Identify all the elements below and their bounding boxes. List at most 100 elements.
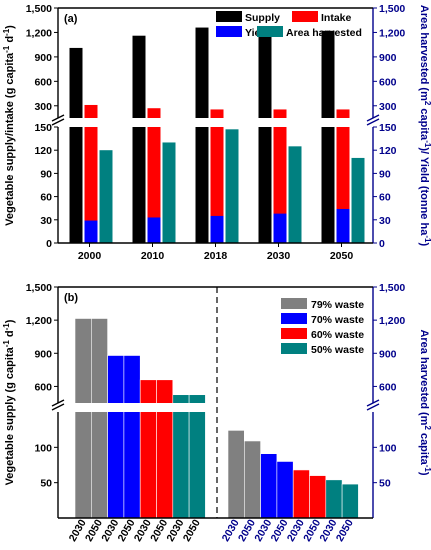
legend-swatch: [281, 328, 307, 339]
y-tick-label-left: 900: [34, 52, 52, 64]
legend-label: Area harvested: [286, 27, 362, 39]
bar-intake-2018: [210, 109, 224, 243]
axis-break-mark: [366, 403, 380, 411]
y-axis-title-right: Area harvested (m2 capita-1)/ Yield (ton…: [418, 5, 431, 247]
axis-break-mark: [366, 114, 380, 122]
legend-label: 50% waste: [311, 344, 364, 356]
bar-yield-2030: [273, 213, 287, 243]
y-tick-label-right: 100: [379, 442, 397, 454]
bar-area-2018: [225, 129, 239, 243]
legend-label: 60% waste: [311, 329, 364, 341]
bar-intake-2000: [84, 104, 98, 244]
y-tick-label-right: 0: [379, 238, 385, 250]
bar-supply-2050: [321, 30, 335, 243]
legend-swatch: [257, 26, 283, 37]
bar-area-2030: [227, 430, 245, 519]
bar-yield-2018: [210, 215, 224, 243]
y-tick-label-left: 90: [40, 168, 52, 180]
legend-label: Intake: [321, 12, 352, 24]
y-tick-label-right: 120: [379, 145, 397, 157]
y-tick-label-right: 1,500: [379, 282, 405, 294]
y-tick-label-right: 1,200: [379, 27, 405, 39]
panel-label: (a): [64, 13, 78, 25]
y-tick-label-left: 1,500: [26, 282, 52, 294]
y-tick-label-right: 1,500: [379, 3, 405, 15]
legend-swatch: [216, 26, 242, 37]
bar-area-2030: [288, 146, 302, 243]
legend-swatch: [281, 298, 307, 309]
y-tick-label-right: 1,200: [379, 315, 405, 327]
y-tick-label-left: 30: [40, 215, 52, 227]
y-axis-title-right: Area harvested (m2 capita-1): [418, 329, 431, 475]
axis-break-gap: [50, 403, 381, 412]
bar-supply-2010: [132, 35, 146, 243]
legend-label: Supply: [245, 12, 280, 24]
y-tick-label-right: 600: [379, 381, 397, 393]
y-tick-label-left: 1,200: [26, 27, 52, 39]
legend-label: 70% waste: [311, 314, 364, 326]
axis-break-mark: [51, 403, 65, 411]
legend-swatch: [281, 313, 307, 324]
bar-supply-2050: [188, 394, 206, 519]
bar-label-left: 2050: [181, 517, 203, 543]
y-tick-label-right: 900: [379, 52, 397, 64]
y-tick-label-left: 600: [34, 76, 52, 88]
panel-label: (b): [64, 292, 78, 304]
bar-supply-2000: [69, 47, 83, 243]
axis-break-gap: [50, 118, 381, 127]
y-tick-label-left: 60: [40, 192, 52, 204]
y-tick-label-left: 600: [34, 381, 52, 393]
bar-area-2050: [244, 440, 261, 519]
y-tick-label-right: 90: [379, 168, 391, 180]
x-tick-label: 2030: [267, 250, 291, 262]
y-tick-label-left: 900: [34, 348, 52, 360]
y-tick-label-right: 300: [379, 101, 397, 113]
legend-swatch: [292, 11, 318, 22]
legend-label: 79% waste: [311, 299, 364, 311]
x-tick-label: 2050: [330, 250, 354, 262]
x-tick-label: 2000: [78, 250, 102, 262]
bar-supply-2030: [107, 355, 125, 519]
bar-area-2000: [99, 150, 113, 243]
legend-swatch: [216, 11, 242, 22]
y-axis-title-left: Vegetable supply (g capita-1 d-1): [2, 319, 17, 485]
bar-supply-2030: [139, 379, 157, 519]
axis-break-mark: [51, 114, 65, 122]
y-tick-label-right: 60: [379, 192, 391, 204]
y-tick-label-left: 150: [34, 122, 52, 134]
bar-intake-2030: [273, 109, 287, 243]
legend-swatch: [281, 343, 307, 354]
y-axis-title-left: Vegetable supply/intake (g capita-1 d-1): [2, 25, 17, 226]
bar-area-2010: [162, 142, 176, 243]
x-tick-label: 2010: [141, 250, 165, 262]
bar-yield-2000: [84, 220, 98, 243]
axis-break-mark: [51, 118, 65, 126]
y-tick-label-left: 50: [40, 478, 52, 490]
bar-supply-2050: [156, 379, 174, 519]
y-tick-label-left: 120: [34, 145, 52, 157]
bar-supply-2050: [123, 355, 141, 519]
y-tick-label-left: 1,500: [26, 3, 52, 15]
bar-yield-2050: [336, 208, 350, 243]
y-tick-label-left: 300: [34, 101, 52, 113]
bar-area-2030: [325, 479, 343, 519]
bar-area-2030: [292, 469, 310, 519]
y-tick-label-right: 150: [379, 122, 397, 134]
axis-break-mark: [51, 399, 65, 407]
y-tick-label-right: 900: [379, 348, 397, 360]
bar-area-2030: [260, 453, 278, 519]
bar-supply-2030: [258, 30, 272, 243]
axis-break-mark: [366, 399, 380, 407]
axis-break-mark: [366, 118, 380, 126]
bar-yield-2010: [147, 217, 161, 243]
y-tick-label-left: 0: [46, 238, 52, 250]
bar-supply-2030: [172, 394, 190, 519]
bar-area-2050: [309, 475, 327, 519]
bar-supply-2030: [74, 318, 92, 519]
y-tick-label-left: 100: [34, 442, 52, 454]
bar-supply-2050: [91, 318, 108, 519]
bar-area-2050: [341, 483, 359, 519]
bar-area-2050: [276, 461, 294, 519]
bar-supply-2018: [195, 27, 209, 243]
